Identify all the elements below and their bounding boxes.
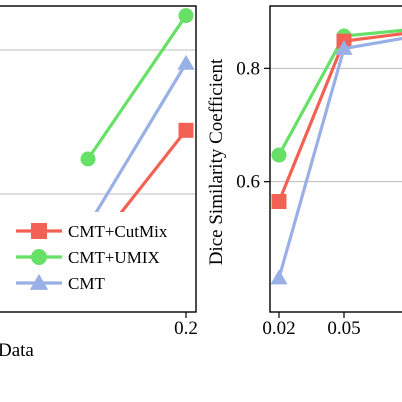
legend-label-2: CMT [68, 274, 105, 293]
legend: CMT+CutMix CMT+UMIX CMT [4, 212, 190, 298]
left-series-line-CMT+UMIX [86, 14, 188, 160]
left-point-CMT+UMIX-0 [80, 151, 96, 167]
legend-marker-1 [31, 249, 47, 265]
right-ytick-label-1: 0.8 [236, 58, 260, 79]
left-chart-panel: 0.2 Data CMT+CutMix CMT+UMIX CMT [0, 5, 198, 361]
left-point-CMT-1 [177, 54, 195, 70]
right-y-ticks: 0.6 0.8 [236, 58, 270, 193]
right-point-CMT+UMIX-0 [271, 147, 287, 163]
right-point-CMT+CutMix-0 [271, 194, 287, 209]
left-point-CMT+CutMix-1 [178, 122, 194, 138]
left-xtick-label-0: 0.2 [174, 318, 198, 339]
right-x-ticks: 0.02 0.05 [262, 312, 361, 339]
right-xtick-label-1: 0.05 [327, 318, 360, 339]
legend-label-1: CMT+UMIX [68, 248, 160, 267]
left-plot-frame [0, 5, 197, 313]
legend-marker-2 [29, 273, 49, 290]
left-x-ticks: 0.2 [174, 312, 198, 339]
right-gridlines [270, 67, 402, 183]
left-gridlines [0, 49, 196, 195]
right-chart-panel: 0.02 0.05 0.6 0.8 Dice Similarity Coeffici… [206, 5, 402, 339]
legend-marker-0 [31, 223, 47, 239]
right-ytick-label-0: 0.6 [236, 172, 260, 193]
left-series-line-CMT [86, 62, 188, 227]
right-series-layer [270, 28, 402, 285]
right-xtick-label-0: 0.02 [262, 318, 295, 339]
right-point-CMT-0 [270, 269, 288, 285]
right-y-axis-title: Dice Similarity Coefficient [206, 58, 227, 265]
right-point-CMT-1 [335, 39, 353, 55]
left-point-CMT+UMIX-1 [178, 8, 194, 24]
legend-label-0: CMT+CutMix [68, 222, 168, 241]
left-x-axis-title: Data [0, 340, 34, 361]
right-plot-frame [269, 5, 402, 313]
